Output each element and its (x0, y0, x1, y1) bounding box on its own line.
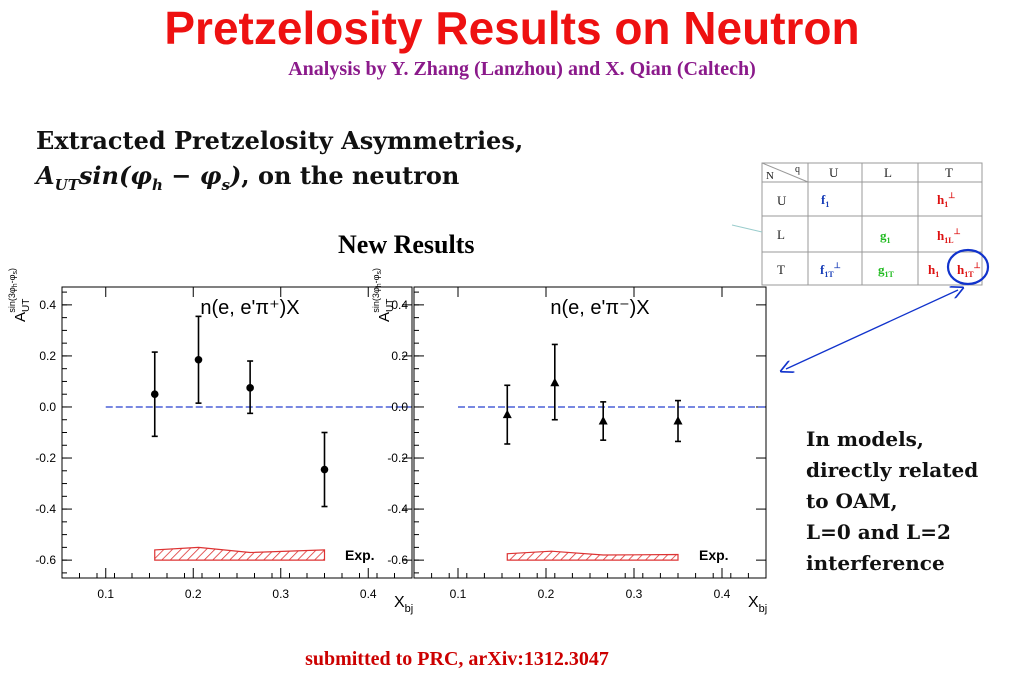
data-point (150, 390, 159, 399)
double-arrow (786, 290, 958, 369)
data-point (598, 416, 608, 425)
x-tick-label: 0.4 (714, 587, 731, 601)
y-tick-label: 0.0 (39, 400, 56, 414)
y-tick-label: 0.0 (391, 400, 408, 414)
plot-frame (413, 286, 767, 579)
plot-frame (61, 286, 413, 579)
y-tick-label: 0.4 (391, 298, 408, 312)
table-pointer-line (731, 224, 763, 233)
x-tick-label: 0.2 (538, 587, 555, 601)
data-point (194, 355, 203, 364)
heading-line-1: Extracted Pretzelosity Asymmetries, (36, 126, 524, 155)
x-tick-label: 0.3 (272, 587, 289, 601)
x-tick-label: 0.2 (185, 587, 202, 601)
x-axis-label-left: Xbj (394, 594, 413, 615)
tmd-table: N q U L T U L T f1 h1⊥ g1 h1L⊥ f1T⊥ g1T … (731, 162, 990, 286)
chart-panel-pi-minus: 0.1 0.2 0.3 0.4 0.4 0.2 0.0 -0.2 -0.4 -0.6 n(e, e'… (387, 286, 767, 601)
asymmetry-formula: AUTsin(φh − φs) (36, 161, 242, 194)
chart-panel-pi-plus: 0.1 0.2 0.3 0.4 0.4 0.2 0.0 -0.2 -0.4 -0.6 n(e, e'… (35, 286, 413, 601)
note-line: to OAM, (806, 489, 898, 513)
y-tick-label: 0.4 (39, 298, 56, 312)
data-point (320, 465, 329, 474)
tmd-table-frame (761, 162, 983, 286)
tmd-h1: h1 (928, 262, 939, 279)
x-tick-label: 0.3 (626, 587, 643, 601)
pretzelosity-highlight-circle (946, 248, 990, 286)
systematic-band-label: Exp. (699, 547, 729, 563)
tmd-col-header: U (829, 165, 839, 180)
data-point (502, 409, 512, 419)
tmd-row-header: U (777, 193, 787, 208)
tmd-col-header: T (945, 165, 953, 180)
heading-line-2: AUTsin(φh − φs), on the neutron (36, 158, 523, 203)
x-tick-label: 0.1 (97, 587, 114, 601)
y-tick-label: -0.4 (387, 502, 408, 516)
y-axis-label-right: AUTsin(3φh-φs) (371, 268, 396, 322)
systematic-error-band (506, 550, 679, 561)
data-point (673, 416, 683, 425)
y-axis-label-left: AUTsin(3φh-φs) (7, 268, 32, 322)
plot-title: n(e, e'π⁺)X (200, 297, 299, 319)
y-tick-label: 0.2 (391, 349, 408, 363)
heading-line-2-suffix: , on the neutron (241, 161, 460, 190)
svg-text:AUTsin(3φh-φs): AUTsin(3φh-φs) (371, 268, 396, 322)
model-note: In models, directly related to OAM, L=0 … (806, 424, 978, 579)
y-tick-label: -0.2 (387, 451, 408, 465)
y-tick-label: -0.6 (35, 553, 56, 567)
slide-subtitle: Analysis by Y. Zhang (Lanzhou) and X. Qi… (288, 58, 756, 80)
note-line: L=0 and L=2 (806, 520, 951, 544)
data-point (246, 384, 254, 392)
note-line: In models, (806, 427, 924, 451)
tmd-corner-n: N (766, 170, 774, 182)
svg-text:AUTsin(3φh-φs): AUTsin(3φh-φs) (7, 268, 32, 322)
systematic-error-band (154, 546, 326, 561)
slide-title: Pretzelosity Results on Neutron (164, 2, 860, 54)
y-tick-label: -0.4 (35, 502, 56, 516)
data-point (550, 377, 560, 387)
note-line: interference (806, 551, 945, 575)
x-tick-label: 0.4 (360, 587, 377, 601)
tmd-row-header: T (777, 262, 785, 277)
plot-title: n(e, e'π⁻)X (550, 297, 649, 319)
tmd-row-header: L (777, 227, 785, 242)
tmd-col-header: L (884, 165, 892, 180)
y-tick-label: -0.2 (35, 451, 56, 465)
systematic-band-label: Exp. (345, 547, 375, 563)
y-tick-label: 0.2 (39, 349, 56, 363)
tmd-g1: g1 (880, 228, 891, 245)
tmd-table-corner-diagonal (761, 162, 809, 183)
x-tick-label: 0.1 (450, 587, 467, 601)
footer-citation: submitted to PRC, arXiv:1312.3047 (305, 648, 609, 670)
tmd-f1: f1 (821, 192, 829, 209)
new-results-label: New Results (338, 230, 475, 259)
note-line: directly related (806, 458, 979, 482)
y-tick-label: -0.6 (387, 553, 408, 567)
x-axis-label-right: Xbj (748, 594, 767, 615)
tmd-corner-q: q (795, 164, 800, 175)
section-heading: Extracted Pretzelosity Asymmetries, AUTs… (36, 123, 523, 203)
